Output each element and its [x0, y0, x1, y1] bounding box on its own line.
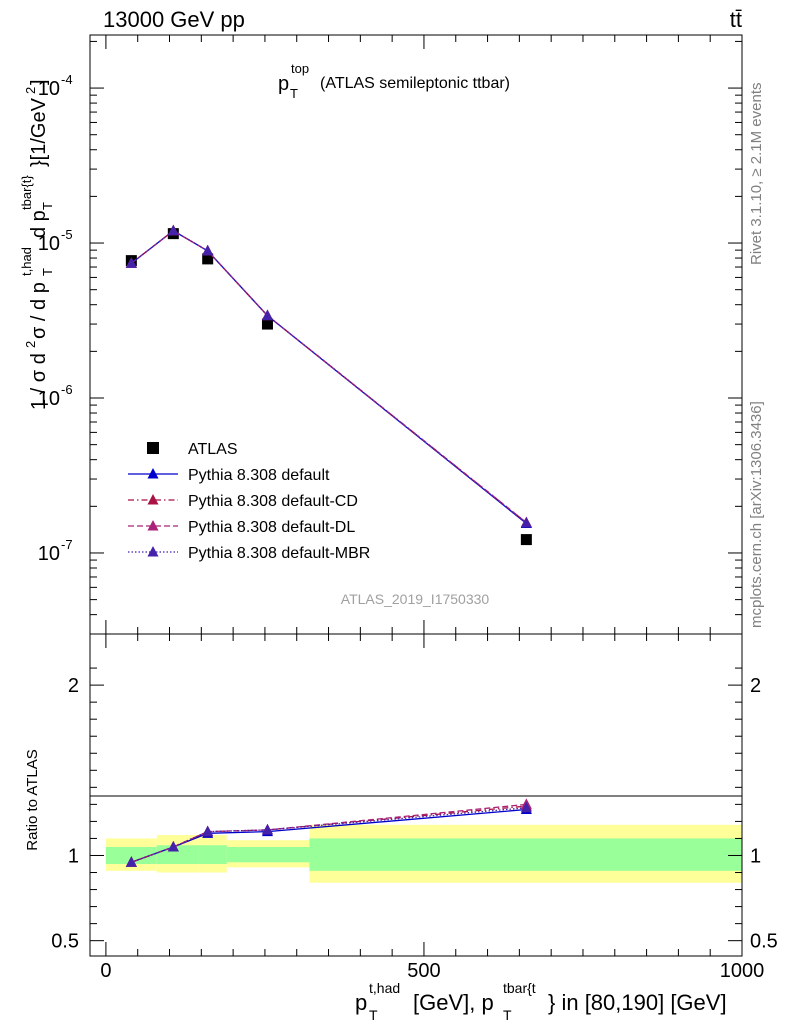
ratio-series-pythia-8-308-default-mbr	[125, 801, 532, 867]
legend-entry: Pythia 8.308 default	[128, 467, 330, 484]
y-tick-label-base: 10	[38, 388, 60, 410]
ratio-point	[202, 825, 214, 837]
y-tick-label-base: 10	[38, 78, 60, 100]
energy-label: 13000 GeV pp	[103, 7, 245, 32]
y-tick-label: 10 -5	[38, 227, 73, 255]
mc-point	[125, 257, 137, 268]
rivet-label: Rivet 3.1.10, ≥ 2.1M events	[748, 83, 765, 266]
legend-entry: Pythia 8.308 default-MBR	[128, 545, 370, 562]
xlabel-sub-t1: T	[369, 1007, 378, 1023]
legend: ATLAS Pythia 8.308 default Pythia 8.308 de…	[128, 441, 370, 562]
main-panel: 10-710-610-510-4 p T top (ATLAS semilept…	[19, 34, 743, 635]
ratio-y-tick-label-right: 1	[750, 845, 761, 867]
data-point	[261, 318, 273, 330]
legend-swatch	[147, 520, 159, 531]
title-sup-top: top	[291, 61, 309, 76]
ylabel-sup-2b: 2	[23, 87, 38, 94]
ratio-point	[520, 801, 532, 813]
title-sub-t: T	[290, 86, 298, 101]
legend-label: ATLAS	[188, 441, 238, 458]
xlabel-mid: [GeV], p	[413, 990, 494, 1015]
x-tick-label: 500	[407, 960, 440, 982]
ratio-y-tick-label-left: 1	[68, 845, 79, 867]
y-tick-label-base: 10	[38, 233, 60, 255]
x-axis-label: p T t,had [GeV], p T tbar{t } in [80,190…	[355, 980, 727, 1023]
y-tick-label-exponent: -5	[61, 227, 73, 242]
xlabel-p1: p	[355, 990, 367, 1015]
ratio-y-axis-label: Ratio to ATLAS	[24, 749, 41, 850]
legend-swatch	[147, 494, 159, 505]
ylabel-part2: σ / d p	[28, 282, 50, 339]
ratio-line	[131, 807, 527, 863]
inner-band	[105, 846, 157, 864]
ylabel-part3: d p	[28, 210, 50, 238]
ylabel-part5: ]	[28, 79, 50, 85]
data-point	[520, 534, 532, 546]
y-tick-label-exponent: -4	[61, 72, 73, 87]
data-point	[202, 253, 214, 265]
legend-swatch	[147, 546, 159, 557]
legend-entry: ATLAS	[147, 441, 238, 458]
xlabel-sup-thad: t,had	[369, 980, 400, 996]
y-tick-label-exponent: -7	[61, 537, 73, 552]
mc-point	[261, 309, 273, 321]
ylabel-part1: 1 / σ d	[28, 353, 50, 410]
title-text: (ATLAS semileptonic ttbar)	[320, 75, 510, 92]
mc-point	[167, 224, 179, 236]
legend-entry: Pythia 8.308 default-CD	[128, 493, 358, 510]
ylabel-sub-t1: T	[40, 268, 55, 276]
mc-point	[202, 244, 214, 256]
process-label: tt̄	[730, 7, 742, 32]
x-tick-label: 0	[100, 960, 111, 982]
main-axis-ticks: 10-710-610-510-4	[38, 35, 743, 635]
y-tick-label: 10 -6	[38, 382, 73, 410]
xlabel-end: } in [80,190] [GeV]	[548, 990, 727, 1015]
inner-band	[226, 846, 310, 863]
series-line	[130, 229, 527, 524]
y-tick-label-exponent: -6	[61, 382, 73, 397]
plot-title: p T top (ATLAS semileptonic ttbar)	[278, 61, 510, 101]
ratio-frame	[89, 633, 743, 957]
legend-swatch	[147, 468, 159, 479]
analysis-watermark: ATLAS_2019_I1750330	[341, 591, 490, 607]
ratio-axis-ticks: 0.5 0.5 1 1 2 2 0 500 1000	[51, 634, 778, 982]
ratio-series-layer	[125, 798, 532, 867]
main-series-layer	[125, 224, 532, 546]
ratio-point	[167, 840, 179, 852]
ratio-point	[125, 856, 137, 867]
series-pythia-8-308-default-mbr	[125, 224, 532, 528]
inner-band	[309, 838, 742, 871]
x-tick-label: 1000	[720, 960, 765, 982]
legend-entry: Pythia 8.308 default-DL	[128, 519, 355, 536]
ratio-y-tick-label-left: 0.5	[51, 931, 79, 953]
inner-band	[156, 845, 199, 864]
inner-band	[198, 845, 227, 864]
ylabel-sup-tbar: tbar{t}	[19, 175, 34, 210]
y-tick-label: 10 -7	[38, 537, 73, 565]
ylabel-part4: }[1/GeV	[28, 97, 50, 167]
ratio-y-tick-label-right: 0.5	[750, 931, 778, 953]
ratio-y-tick-label-left: 2	[68, 675, 79, 697]
y-tick-label-base: 10	[38, 543, 60, 565]
main-y-axis-label: 1 / σ d 2 σ / d p T t,had d p T tbar{t} …	[19, 79, 55, 410]
legend-swatch	[147, 442, 159, 454]
xlabel-sup-tbar: tbar{t	[503, 980, 536, 996]
mc-point	[520, 517, 532, 528]
xlabel-sub-t2: T	[503, 1007, 512, 1023]
ratio-y-tick-label-right: 2	[750, 675, 761, 697]
ylabel-sup-thad: t,had	[19, 247, 34, 276]
ylabel-sub-t2: T	[40, 202, 55, 210]
mcplots-label: mcplots.cern.ch [arXiv:1306.3436]	[748, 401, 765, 628]
title-p: p	[278, 73, 289, 95]
ratio-panel: 0.5 0.5 1 1 2 2 0 500 1000 Ratio to ATLAS p T t,…	[24, 633, 778, 1023]
legend-label: Pythia 8.308 default-MBR	[188, 545, 370, 562]
ratio-point	[261, 823, 273, 835]
legend-label: Pythia 8.308 default	[188, 467, 330, 484]
y-tick-label: 10 -4	[38, 72, 73, 100]
ratio-uncertainty-bands	[105, 824, 742, 883]
legend-label: Pythia 8.308 default-CD	[188, 493, 358, 510]
ylabel-sup-2a: 2	[23, 341, 38, 348]
legend-label: Pythia 8.308 default-DL	[188, 519, 355, 536]
